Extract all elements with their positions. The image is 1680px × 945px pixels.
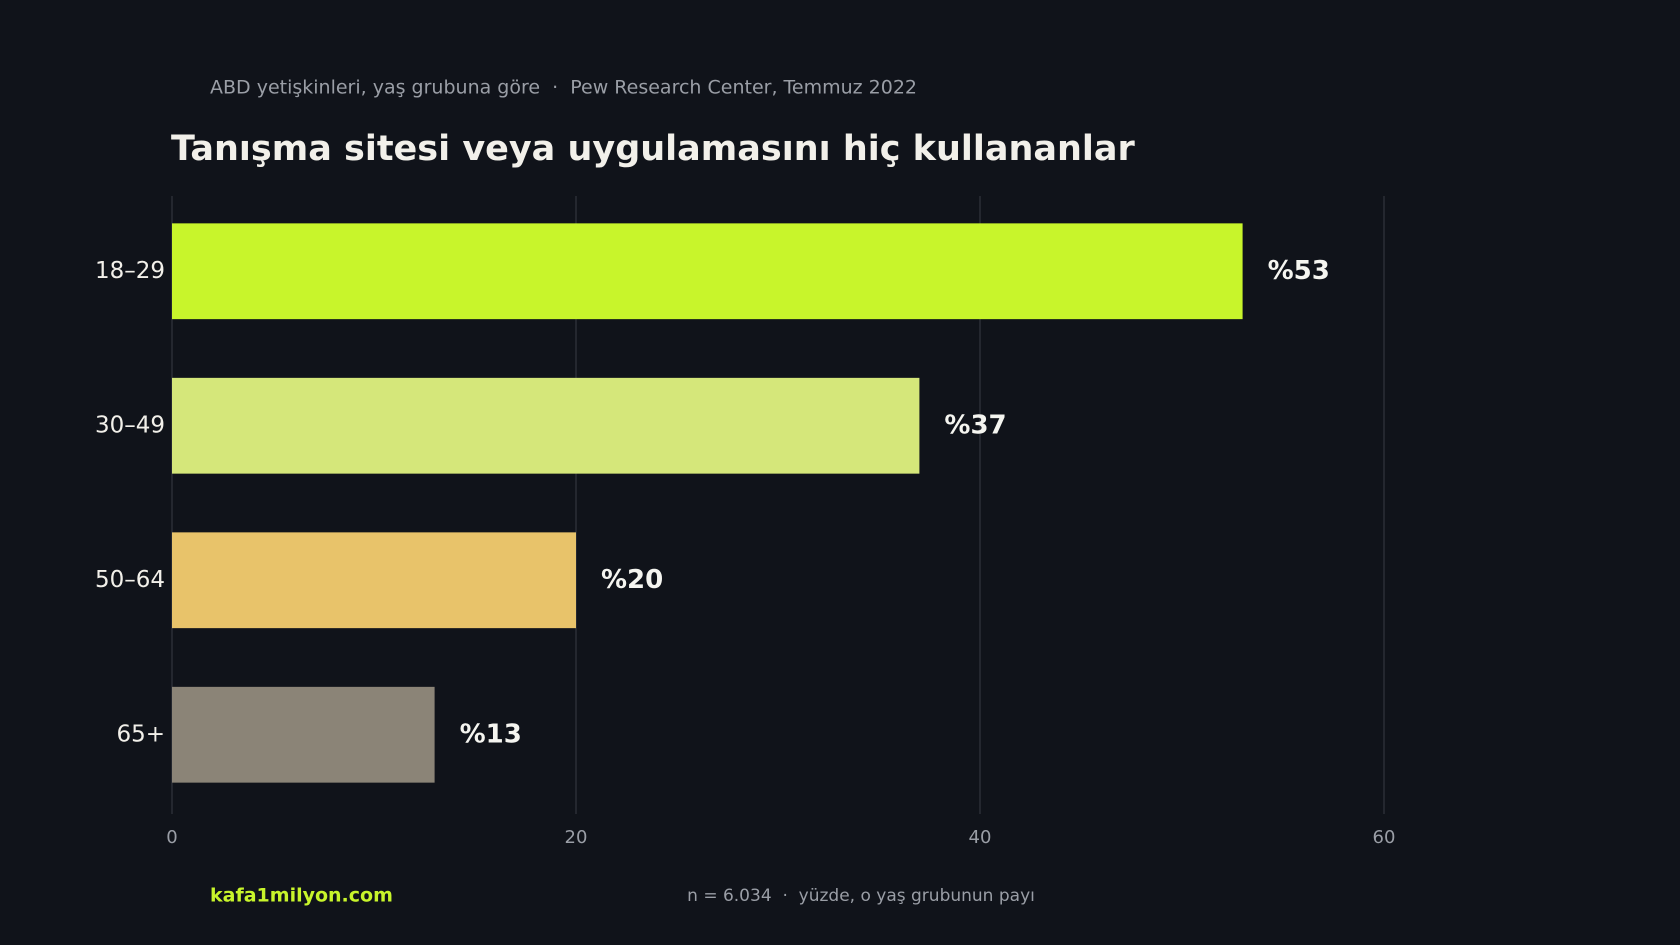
x-tick-label: 60 [1373, 827, 1396, 848]
chart-title: Tanışma sitesi veya uygulamasını hiç kul… [171, 129, 1136, 169]
x-tick-label: 40 [969, 827, 992, 848]
value-label: %13 [460, 719, 522, 749]
y-tick-label: 18–29 [95, 258, 165, 284]
value-label: %37 [944, 410, 1006, 440]
bar [172, 223, 1243, 320]
footnote: n = 6.034 · yüzde, o yaş grubunun payı [687, 886, 1035, 906]
brand[interactable]: kafa1milyon.com [210, 885, 393, 907]
y-tick-label: 30–49 [95, 412, 165, 438]
value-label: %20 [601, 565, 663, 595]
x-tick-label: 0 [166, 827, 177, 848]
y-tick-label: 65+ [116, 721, 165, 747]
bar [172, 686, 435, 783]
chart-subtitle: ABD yetişkinleri, yaş grubuna göre · Pew… [210, 77, 917, 99]
y-tick-label: 50–64 [95, 567, 165, 593]
x-tick-label: 20 [565, 827, 588, 848]
bar [172, 377, 920, 474]
bar [172, 532, 576, 629]
value-label: %53 [1268, 256, 1330, 286]
